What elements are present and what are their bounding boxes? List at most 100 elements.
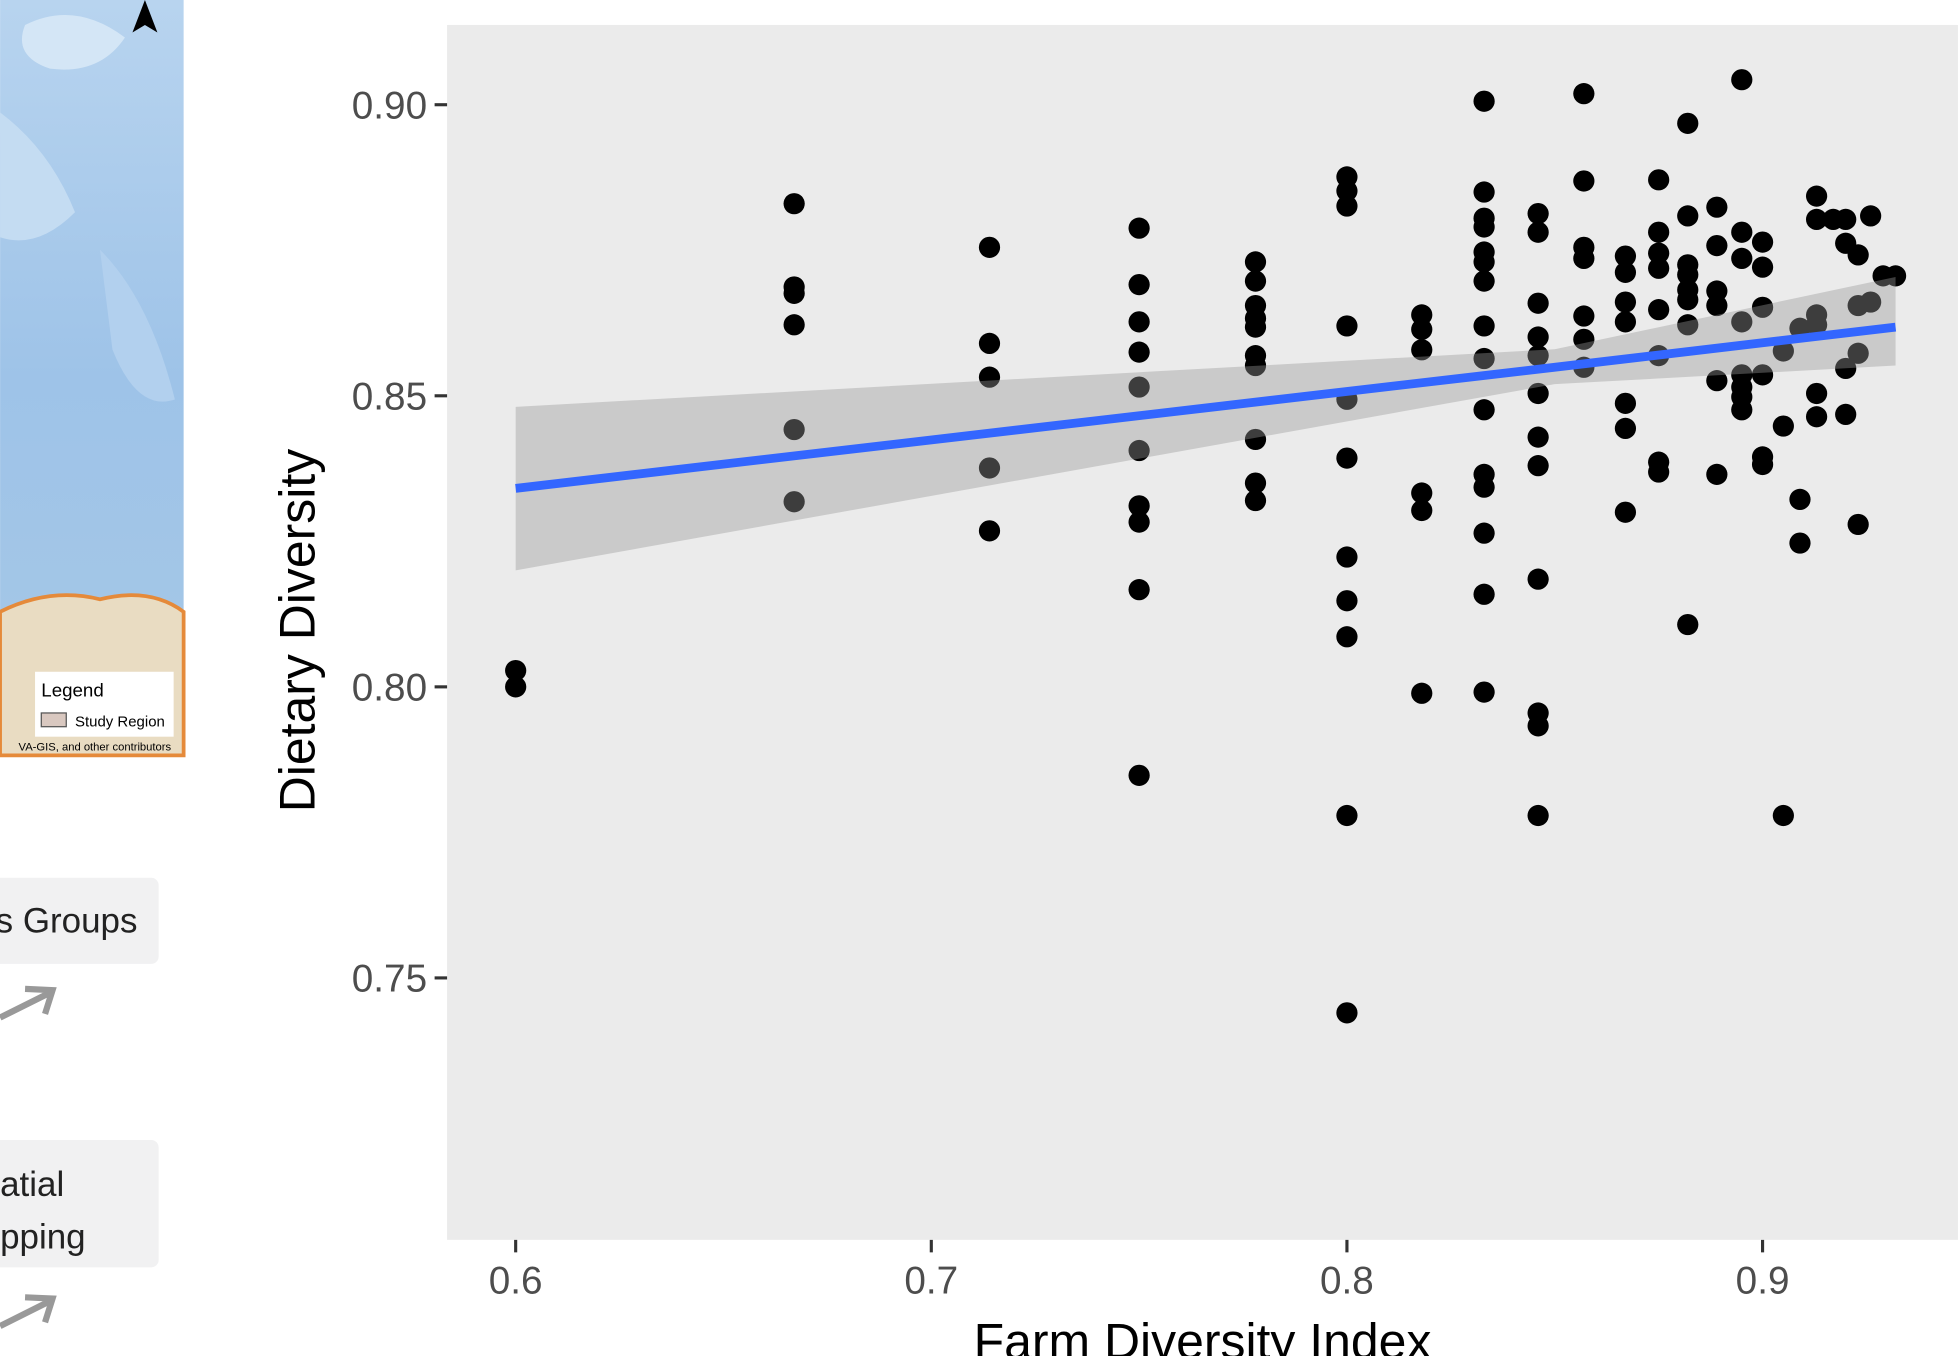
data-point xyxy=(1648,222,1669,243)
data-point xyxy=(1336,315,1357,336)
data-point xyxy=(1835,404,1856,425)
data-point xyxy=(1336,805,1357,826)
data-point xyxy=(1245,251,1266,272)
y-tick-label: 0.90 xyxy=(352,84,427,127)
arrow-icon xyxy=(0,1297,52,1326)
data-point xyxy=(1528,569,1549,590)
data-point xyxy=(1528,805,1549,826)
data-point xyxy=(1773,415,1794,436)
data-point xyxy=(1789,532,1810,553)
data-point xyxy=(1706,235,1727,256)
data-point xyxy=(1473,399,1494,420)
data-point xyxy=(784,283,805,304)
data-point xyxy=(1615,291,1636,312)
button[interactable]: atial pping xyxy=(0,1140,159,1267)
data-point xyxy=(1473,584,1494,605)
data-point xyxy=(505,676,526,697)
button[interactable]: s Groups xyxy=(0,878,159,964)
data-point xyxy=(1473,315,1494,336)
data-point xyxy=(1473,523,1494,544)
data-point xyxy=(1245,490,1266,511)
data-point xyxy=(1473,181,1494,202)
data-point xyxy=(1648,299,1669,320)
data-point xyxy=(1336,447,1357,468)
data-point xyxy=(1129,765,1150,786)
button-label[interactable]: pping xyxy=(0,1218,86,1257)
data-point xyxy=(1848,244,1869,265)
data-point xyxy=(1615,418,1636,439)
data-point xyxy=(1573,83,1594,104)
data-point xyxy=(1528,427,1549,448)
data-point xyxy=(1615,393,1636,414)
y-axis-title: Dietary Diversity xyxy=(270,449,326,813)
data-point xyxy=(1731,399,1752,420)
data-point xyxy=(1573,305,1594,326)
data-point xyxy=(1806,186,1827,207)
data-point xyxy=(1411,683,1432,704)
x-tick-label: 0.8 xyxy=(1320,1260,1374,1303)
y-tick-label: 0.75 xyxy=(352,958,427,1001)
data-point xyxy=(1773,805,1794,826)
data-point xyxy=(1336,195,1357,216)
data-point xyxy=(1528,715,1549,736)
data-point xyxy=(1752,257,1773,278)
data-point xyxy=(1129,218,1150,239)
legend-title: Legend xyxy=(41,680,103,701)
data-point xyxy=(1677,113,1698,134)
data-point xyxy=(1677,614,1698,635)
x-axis-title: Farm Diversity Index xyxy=(974,1313,1432,1356)
map: Legend Study Region VA-GIS, and other co… xyxy=(0,0,184,755)
x-tick-label: 0.7 xyxy=(904,1260,958,1303)
y-tick-label: 0.85 xyxy=(352,376,427,419)
data-point xyxy=(1573,248,1594,269)
data-point xyxy=(1473,216,1494,237)
arrow-icon xyxy=(0,989,52,1018)
data-point xyxy=(1648,258,1669,279)
data-point xyxy=(1473,91,1494,112)
chart: 0.750.800.850.900.60.70.80.9 xyxy=(352,25,1958,1303)
data-point xyxy=(1835,209,1856,230)
data-point xyxy=(1648,169,1669,190)
screen: Legend Study Region VA-GIS, and other co… xyxy=(0,0,1958,1356)
data-point xyxy=(1336,546,1357,567)
data-point xyxy=(1752,454,1773,475)
page: Legend Study Region VA-GIS, and other co… xyxy=(0,0,1958,1356)
data-point xyxy=(1411,500,1432,521)
data-point xyxy=(1473,681,1494,702)
data-point xyxy=(979,520,1000,541)
data-point xyxy=(1731,69,1752,90)
data-point xyxy=(1473,270,1494,291)
data-point xyxy=(1648,461,1669,482)
data-point xyxy=(1731,222,1752,243)
x-tick-label: 0.6 xyxy=(489,1260,543,1303)
data-point xyxy=(1706,464,1727,485)
data-point xyxy=(1245,270,1266,291)
plot-panel xyxy=(447,25,1958,1240)
data-point xyxy=(784,314,805,335)
data-point xyxy=(1129,342,1150,363)
data-point xyxy=(1731,248,1752,269)
data-point xyxy=(1336,626,1357,647)
data-point xyxy=(1848,514,1869,535)
legend-item: Study Region xyxy=(75,714,165,731)
attribution: VA-GIS, and other contributors xyxy=(19,741,172,753)
data-point xyxy=(1706,295,1727,316)
data-point xyxy=(1129,274,1150,295)
data-point xyxy=(1573,170,1594,191)
data-point xyxy=(1860,205,1881,226)
data-point xyxy=(1528,293,1549,314)
data-point xyxy=(1473,251,1494,272)
data-point xyxy=(1806,406,1827,427)
button-label[interactable]: atial xyxy=(0,1165,64,1204)
data-point xyxy=(979,333,1000,354)
data-point xyxy=(1336,1002,1357,1023)
data-point xyxy=(1129,311,1150,332)
data-point xyxy=(1411,319,1432,340)
data-point xyxy=(1473,477,1494,498)
data-point xyxy=(979,237,1000,258)
button-label[interactable]: s Groups xyxy=(0,902,137,941)
data-point xyxy=(1528,222,1549,243)
x-tick-label: 0.9 xyxy=(1736,1260,1790,1303)
data-point xyxy=(1615,502,1636,523)
data-point xyxy=(1615,311,1636,332)
